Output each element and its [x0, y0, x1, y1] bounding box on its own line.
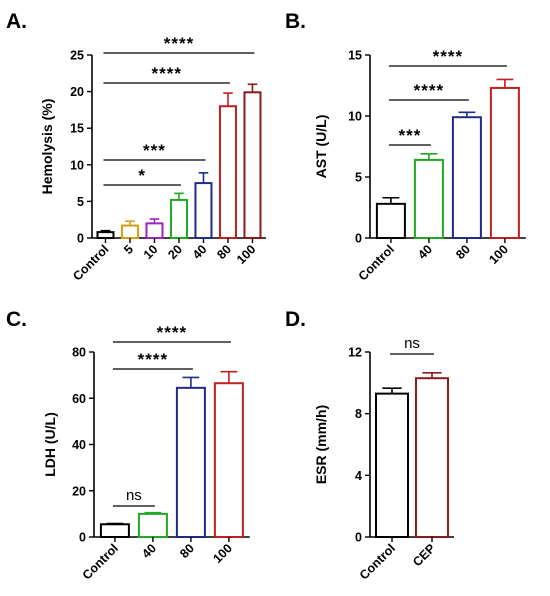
bar	[137, 512, 168, 538]
y-axis-label: ESR (mm/h)	[313, 405, 329, 484]
y-tick-label: 8	[355, 407, 362, 421]
significance-label: ns	[404, 335, 420, 352]
y-tick-label: 0	[355, 232, 362, 246]
y-tick-label: 40	[72, 438, 86, 452]
bar	[415, 377, 449, 539]
chart-panel-3: C. LDH (U/L) 0 20 40 60 80 Control 40 80 100 **** **…	[6, 308, 250, 583]
x-tick-label: 80	[453, 242, 473, 262]
y-tick-label: 12	[348, 346, 362, 360]
y-tick-label: 10	[348, 110, 362, 124]
y-tick-label: 25	[70, 49, 84, 63]
y-axis-label: AST (U/L)	[313, 115, 329, 179]
x-tick-label: Control	[357, 541, 398, 582]
chart-panel-4: D. ESR (mm/h) 0 4 8 12 Control CEP ns	[285, 308, 454, 583]
bar	[218, 105, 237, 239]
bar	[375, 202, 406, 239]
y-axis-label: LDH (U/L)	[42, 412, 58, 477]
x-tick-label: 40	[139, 541, 159, 561]
panel-label: D.	[285, 308, 306, 331]
bar	[99, 523, 130, 538]
x-tick-label: 5	[121, 242, 136, 257]
y-axis-label: Hemolysis (%)	[39, 99, 55, 195]
significance-label: ***	[398, 126, 421, 145]
significance-label: ****	[433, 47, 463, 66]
y-tick-label: 10	[70, 158, 84, 172]
bar	[169, 198, 188, 240]
bar	[489, 86, 520, 239]
bar	[375, 392, 409, 538]
x-tick-label: 20	[165, 242, 185, 262]
x-tick-label: 100	[234, 242, 259, 267]
x-tick-label: 40	[415, 242, 435, 262]
y-tick-label: 0	[77, 232, 84, 246]
x-tick-label: 40	[190, 242, 210, 262]
y-tick-label: 20	[70, 85, 84, 99]
x-tick-label: Control	[356, 242, 397, 283]
significance-label: ns	[126, 487, 142, 504]
x-tick-label: 100	[486, 242, 511, 267]
y-tick-label: 15	[70, 122, 84, 136]
bar	[120, 224, 139, 239]
y-tick-label: 5	[355, 171, 362, 185]
x-tick-label: 10	[141, 242, 161, 262]
significance-label: ***	[143, 141, 166, 160]
y-tick-label: 4	[355, 469, 362, 483]
panel-label: C.	[6, 308, 27, 331]
bar	[413, 158, 444, 239]
bar	[96, 231, 115, 239]
x-tick-label: CEP	[410, 541, 438, 569]
significance-label: *	[138, 166, 146, 185]
bar	[213, 382, 244, 538]
x-tick-label: Control	[80, 541, 121, 582]
y-tick-label: 20	[72, 484, 86, 498]
significance-label: ****	[157, 323, 187, 342]
y-tick-label: 5	[77, 195, 84, 209]
panel-label: B.	[285, 10, 306, 33]
panel-label: A.	[6, 10, 27, 33]
y-tick-label: 0	[355, 531, 362, 545]
significance-label: ****	[138, 350, 168, 369]
significance-label: ****	[164, 34, 194, 53]
bar	[194, 182, 213, 240]
y-tick-label: 0	[79, 531, 86, 545]
x-tick-label: 100	[210, 541, 235, 566]
significance-label: ****	[414, 81, 444, 100]
bar	[451, 116, 482, 239]
bar	[145, 222, 164, 240]
y-tick-label: 15	[348, 49, 362, 63]
x-tick-label: 80	[177, 541, 197, 561]
y-tick-label: 60	[72, 392, 86, 406]
significance-label: ****	[151, 64, 181, 83]
x-tick-label: 80	[214, 242, 234, 262]
bar	[175, 386, 206, 538]
y-tick-label: 80	[72, 346, 86, 360]
x-tick-label: Control	[70, 242, 111, 283]
bar	[243, 91, 262, 239]
